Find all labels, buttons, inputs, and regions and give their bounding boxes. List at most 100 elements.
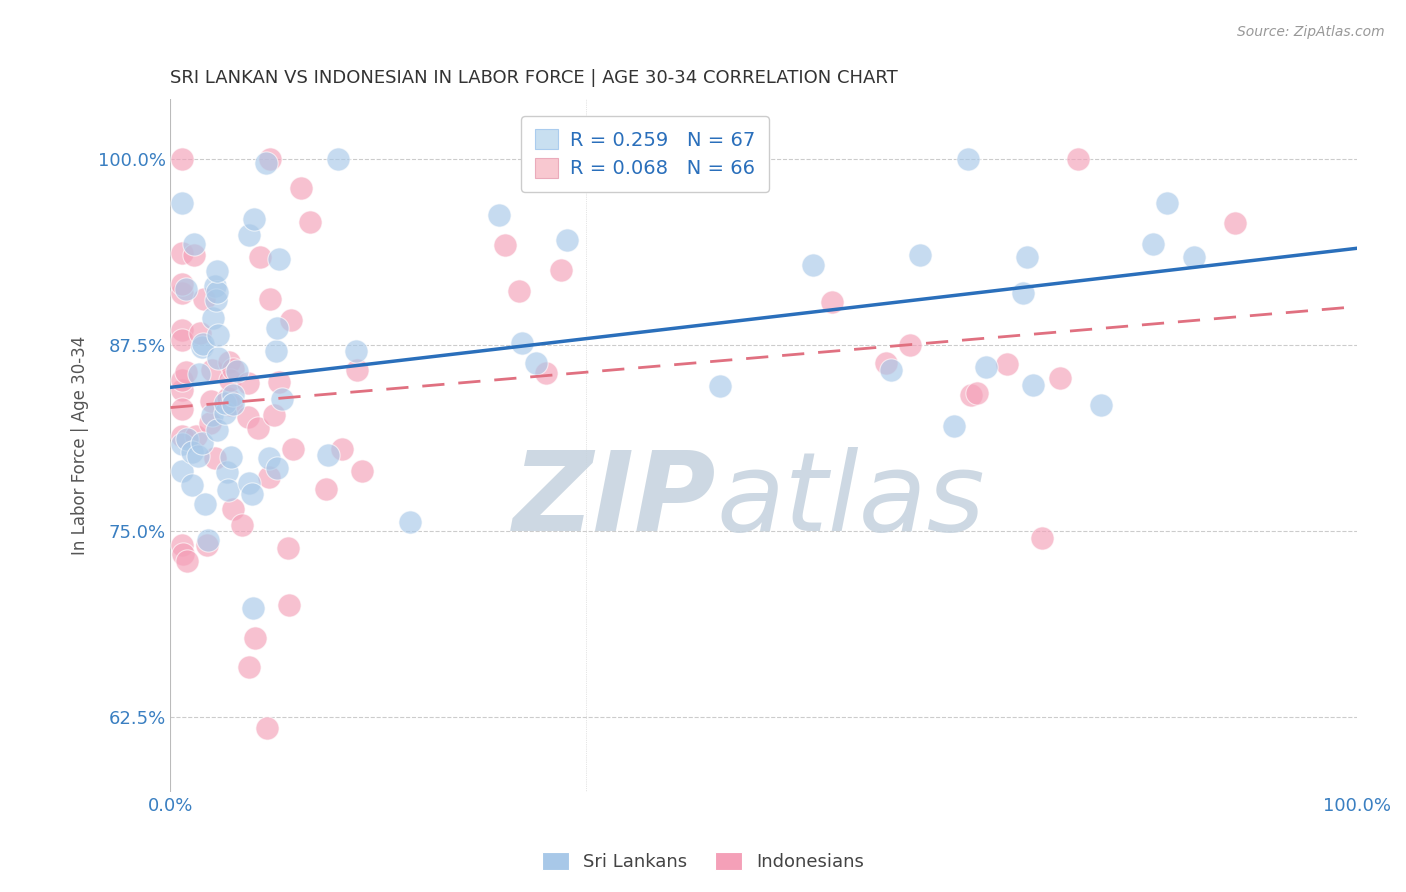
Point <box>278 598 301 612</box>
Point <box>277 541 299 556</box>
Point <box>240 487 263 501</box>
Point <box>254 156 277 170</box>
Point <box>264 344 287 359</box>
Point <box>299 215 322 229</box>
Point <box>172 538 194 552</box>
Point <box>195 537 218 551</box>
Point <box>207 328 229 343</box>
Point <box>221 502 243 516</box>
Y-axis label: In Labor Force | Age 30-34: In Labor Force | Age 30-34 <box>72 335 89 555</box>
Point <box>245 632 267 646</box>
Point <box>875 356 897 370</box>
Point <box>218 355 240 369</box>
Point <box>222 387 245 401</box>
Point <box>266 461 288 475</box>
Point <box>176 554 198 568</box>
Point <box>550 262 572 277</box>
Point <box>821 294 844 309</box>
Point <box>186 428 208 442</box>
Point <box>508 284 530 298</box>
Point <box>281 442 304 457</box>
Point <box>205 293 228 307</box>
Point <box>494 237 516 252</box>
Point <box>193 293 215 307</box>
Point <box>741 152 763 166</box>
Point <box>172 384 194 398</box>
Point <box>214 395 236 409</box>
Point <box>188 326 211 340</box>
Legend: R = 0.259   N = 67, R = 0.068   N = 66: R = 0.259 N = 67, R = 0.068 N = 66 <box>522 116 769 192</box>
Point <box>1182 250 1205 264</box>
Point <box>200 394 222 409</box>
Point <box>172 323 194 337</box>
Point <box>512 336 534 351</box>
Point <box>259 470 281 484</box>
Point <box>898 338 921 352</box>
Point <box>330 442 353 456</box>
Point <box>243 212 266 227</box>
Point <box>172 196 194 211</box>
Point <box>221 361 243 376</box>
Point <box>1142 237 1164 252</box>
Point <box>181 445 204 459</box>
Point <box>215 465 238 479</box>
Point <box>263 408 285 422</box>
Point <box>1012 286 1035 301</box>
Point <box>176 432 198 446</box>
Point <box>880 363 903 377</box>
Point <box>176 365 198 379</box>
Point <box>217 483 239 497</box>
Point <box>183 237 205 252</box>
Point <box>1067 152 1090 166</box>
Point <box>1017 250 1039 264</box>
Point <box>190 340 212 354</box>
Point <box>1049 370 1071 384</box>
Point <box>238 376 260 390</box>
Point <box>280 313 302 327</box>
Text: Source: ZipAtlas.com: Source: ZipAtlas.com <box>1237 25 1385 39</box>
Point <box>1225 216 1247 230</box>
Point <box>205 285 228 300</box>
Point <box>219 399 242 413</box>
Point <box>217 391 239 405</box>
Point <box>172 245 194 260</box>
Point <box>344 344 367 359</box>
Point <box>974 359 997 374</box>
Point <box>231 518 253 533</box>
Point <box>172 402 194 417</box>
Point <box>207 424 229 438</box>
Point <box>176 282 198 296</box>
Text: atlas: atlas <box>716 448 984 554</box>
Point <box>259 152 281 166</box>
Legend: Sri Lankans, Indonesians: Sri Lankans, Indonesians <box>534 845 872 879</box>
Point <box>249 250 271 264</box>
Point <box>350 464 373 478</box>
Point <box>1090 397 1112 411</box>
Point <box>191 436 214 450</box>
Point <box>1022 377 1045 392</box>
Point <box>205 264 228 278</box>
Point <box>172 277 194 292</box>
Point <box>207 351 229 365</box>
Point <box>242 601 264 615</box>
Text: SRI LANKAN VS INDONESIAN IN LABOR FORCE | AGE 30-34 CORRELATION CHART: SRI LANKAN VS INDONESIAN IN LABOR FORCE … <box>170 69 898 87</box>
Point <box>524 356 547 370</box>
Point <box>995 357 1018 371</box>
Point <box>172 373 194 387</box>
Point <box>172 428 194 442</box>
Point <box>172 436 194 450</box>
Point <box>214 407 236 421</box>
Point <box>966 385 988 400</box>
Point <box>222 397 245 411</box>
Point <box>201 363 224 377</box>
Point <box>198 416 221 430</box>
Point <box>267 375 290 389</box>
Point <box>172 152 194 166</box>
Point <box>221 450 243 465</box>
Point <box>555 233 578 247</box>
Point <box>172 334 194 348</box>
Point <box>238 410 260 425</box>
Point <box>326 152 349 166</box>
Point <box>956 152 979 166</box>
Point <box>204 279 226 293</box>
